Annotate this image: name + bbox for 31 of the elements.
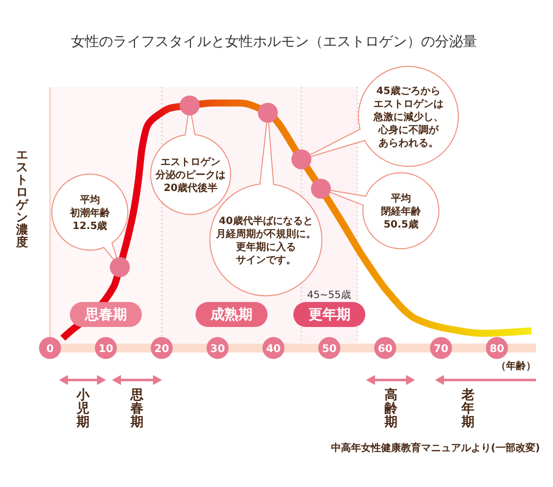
x-tick-label: 20 bbox=[154, 343, 170, 355]
point bbox=[180, 95, 200, 116]
annotation: 45~55歳 bbox=[307, 289, 351, 301]
text: 思春期 bbox=[130, 388, 144, 430]
band-label: 更年期 bbox=[308, 307, 350, 323]
x-tick-label: 40 bbox=[266, 343, 281, 355]
annotation: 40歳代半ばになると月経周期が不規則に。更年期に入るサインです。 bbox=[214, 214, 316, 266]
x-tick-label: 50 bbox=[322, 343, 337, 355]
y-axis-title: エストロゲン濃度 bbox=[15, 148, 29, 250]
text: 高齢期 bbox=[384, 387, 398, 430]
x-tick-label: 10 bbox=[98, 343, 114, 355]
text: 小児期 bbox=[76, 388, 90, 430]
text: 老年期 bbox=[460, 388, 474, 430]
text: 中高年女性健康教育マニュアルより(一部改変) bbox=[330, 442, 540, 454]
x-tick-label: 70 bbox=[434, 343, 448, 355]
annotation: エストロゲン分泌のピークは20歳代後半 bbox=[154, 156, 226, 194]
annotation: 平均閉経年齢50.5歳 bbox=[380, 192, 422, 230]
x-tick-label: 60 bbox=[378, 343, 392, 355]
band-label: 成熟期 bbox=[210, 306, 253, 323]
point bbox=[258, 102, 278, 123]
point bbox=[291, 149, 312, 170]
x-tick-label: 30 bbox=[210, 343, 225, 355]
chart-title: 女性のライフスタイルと女性ホルモン（エストロゲン）の分泌量 bbox=[71, 34, 477, 50]
point bbox=[110, 257, 130, 278]
annotation: 平均初潮年齢12.5歳 bbox=[68, 194, 111, 232]
x-axis-title: （年齢） bbox=[496, 360, 536, 372]
x-tick-label: 80 bbox=[490, 343, 504, 355]
band-label: 思春期 bbox=[84, 307, 127, 323]
x-tick-label: 0 bbox=[46, 343, 54, 355]
annotation: 45歳ごろからエストロゲンは急激に減少し、心身に不調があらわれる。 bbox=[372, 84, 444, 149]
point bbox=[310, 178, 331, 199]
